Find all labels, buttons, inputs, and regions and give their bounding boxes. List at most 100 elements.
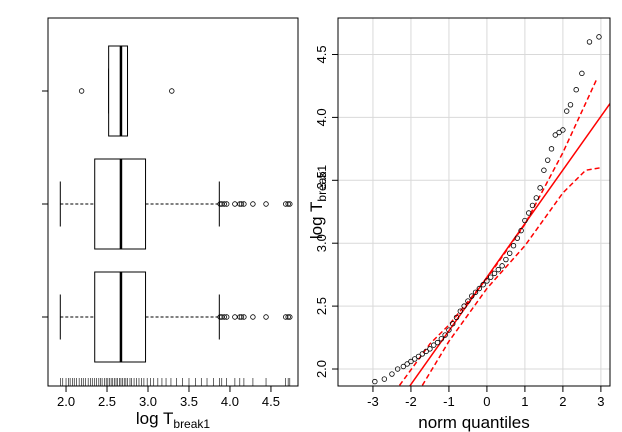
point	[537, 185, 543, 191]
box	[108, 45, 129, 137]
point	[465, 298, 471, 304]
outlier	[217, 314, 223, 320]
point	[533, 195, 540, 201]
x-tick-label: 1	[521, 394, 528, 409]
y-tick-label: 3.0	[314, 234, 329, 252]
point	[544, 157, 551, 163]
outlier	[238, 201, 245, 207]
x-tick-label: 0	[483, 394, 490, 409]
point	[567, 102, 574, 108]
x-tick-label: -3	[367, 394, 379, 409]
point	[372, 378, 378, 385]
y-tick-label: 4.0	[314, 108, 329, 126]
y-tick-label: 4.5	[314, 45, 329, 63]
x-tick-label: -2	[405, 394, 417, 409]
point	[427, 346, 433, 352]
point	[488, 274, 494, 280]
outlier	[221, 314, 227, 320]
point	[446, 327, 452, 333]
point	[503, 256, 509, 263]
point	[415, 353, 422, 360]
point	[476, 285, 483, 292]
point	[529, 202, 536, 209]
point	[514, 235, 521, 241]
outlier	[223, 314, 230, 320]
title-main: log T	[136, 409, 174, 428]
outlier	[263, 314, 269, 320]
point	[586, 39, 593, 45]
outlier	[238, 314, 245, 320]
title-sub: break1	[315, 165, 329, 202]
outlier	[283, 314, 289, 320]
plot-frame	[337, 17, 611, 387]
outlier	[221, 201, 227, 207]
point	[556, 129, 562, 136]
outlier	[241, 201, 247, 207]
point	[541, 167, 547, 173]
point	[394, 366, 401, 372]
point	[507, 250, 513, 256]
outlier	[169, 88, 175, 94]
outlier	[263, 201, 269, 207]
outlier	[287, 314, 293, 320]
point	[518, 227, 524, 234]
point	[573, 87, 579, 93]
x-axis-title: norm quantiles	[418, 413, 530, 432]
point	[404, 361, 410, 367]
x-tick-label: 2.0	[57, 394, 75, 409]
plot-frame	[47, 17, 299, 387]
point	[408, 358, 414, 365]
point	[510, 243, 517, 249]
x-tick-label: 3	[597, 394, 604, 409]
point	[491, 270, 498, 277]
point	[450, 321, 456, 327]
point	[431, 342, 437, 348]
outlier	[250, 201, 256, 207]
x-tick-label: 3.0	[139, 394, 157, 409]
point	[423, 348, 429, 355]
envelope-lower	[421, 166, 602, 386]
point	[484, 278, 490, 284]
point	[526, 210, 532, 216]
y-tick-label: 2.0	[314, 360, 329, 378]
y-axis-title: log Tbreak1	[307, 165, 329, 240]
point	[434, 339, 441, 346]
outlier	[78, 88, 85, 94]
title-sub: break1	[173, 417, 210, 431]
y-tick-label: 3.5	[314, 171, 329, 189]
point	[469, 293, 475, 299]
plot-area	[372, 34, 610, 386]
point	[480, 282, 486, 288]
x-axis-title: log Tbreak1	[136, 409, 211, 431]
x-tick-label: 2.5	[98, 394, 116, 409]
point	[472, 289, 479, 295]
x-tick-label: 4.0	[221, 394, 239, 409]
title-main: log T	[307, 202, 326, 240]
point	[389, 371, 395, 377]
point	[400, 363, 407, 370]
outlier	[237, 201, 243, 207]
point	[453, 314, 460, 321]
point	[548, 146, 555, 152]
x-tick-label: 4.5	[262, 394, 280, 409]
outlier	[217, 201, 223, 207]
x-tick-label: -1	[443, 394, 455, 409]
point	[499, 263, 505, 269]
point	[563, 108, 570, 114]
point	[442, 332, 448, 338]
point	[457, 308, 464, 314]
point	[412, 356, 418, 362]
x-tick-label: 2	[559, 394, 566, 409]
point	[495, 266, 502, 273]
point	[552, 132, 558, 138]
point	[579, 70, 585, 77]
point	[419, 351, 426, 357]
outlier	[223, 201, 230, 207]
point	[438, 336, 445, 342]
outlier	[285, 314, 291, 320]
outlier	[241, 314, 247, 320]
outlier	[237, 314, 243, 320]
outlier	[287, 201, 293, 207]
outlier	[232, 201, 238, 207]
